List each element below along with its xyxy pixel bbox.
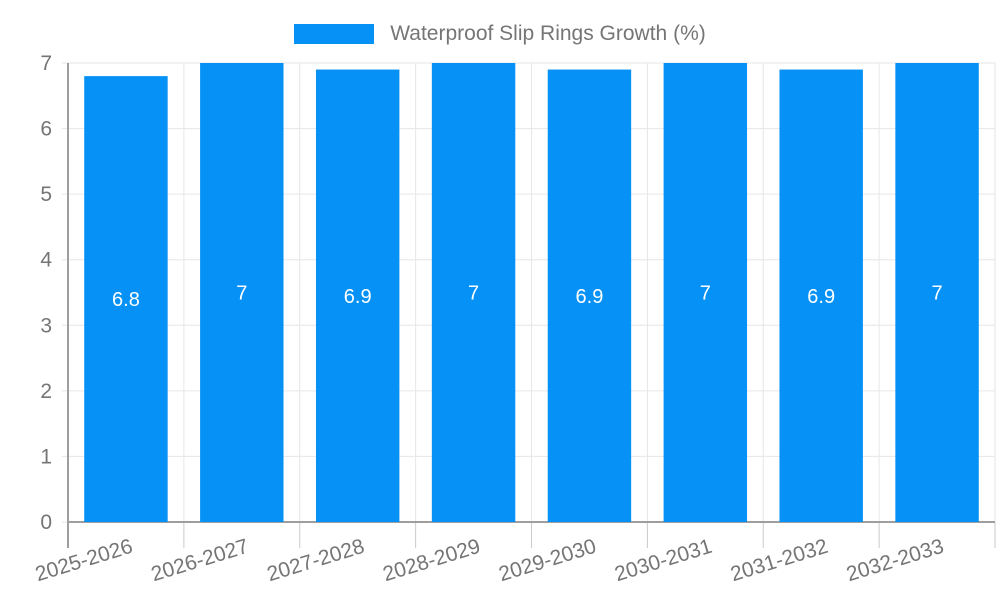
bar	[431, 63, 516, 522]
y-tick-label: 5	[40, 183, 52, 206]
bar-value-label: 7	[700, 283, 711, 305]
y-tick-label: 1	[40, 445, 52, 468]
bar-value-label: 6.8	[112, 289, 140, 311]
bar	[200, 63, 284, 522]
y-tick-label: 4	[40, 249, 52, 272]
bar-value-label: 7	[468, 283, 479, 305]
x-tick-label: 2028-2029	[380, 535, 483, 586]
bar	[779, 69, 863, 523]
x-tick-label: 2027-2028	[264, 535, 367, 586]
x-tick-label: 2026-2027	[149, 535, 252, 586]
x-tick-label: 2030-2031	[612, 535, 715, 586]
bar	[895, 63, 979, 522]
y-tick-label: 2	[40, 380, 52, 403]
bar-value-label: 6.9	[344, 286, 372, 308]
x-tick-label: 2029-2030	[496, 535, 599, 586]
bar	[315, 69, 400, 523]
y-tick-label: 6	[40, 118, 52, 141]
chart-legend: Waterproof Slip Rings Growth (%)	[0, 22, 1000, 46]
bar	[663, 63, 748, 522]
bar-value-label: 7	[236, 283, 247, 305]
x-tick-label: 2032-2033	[844, 535, 947, 586]
y-tick-label: 7	[40, 52, 52, 75]
bar-value-label: 7	[932, 283, 943, 305]
y-tick-label: 3	[40, 314, 52, 337]
bar-value-label: 6.9	[807, 286, 835, 308]
x-tick-label: 2025-2026	[33, 535, 136, 586]
legend-label: Waterproof Slip Rings Growth (%)	[390, 22, 706, 45]
bar-value-label: 6.9	[576, 286, 604, 308]
bar	[547, 69, 632, 523]
legend-swatch	[294, 24, 375, 44]
bar	[84, 76, 168, 522]
x-tick-label: 2031-2032	[728, 535, 831, 586]
y-tick-label: 0	[40, 511, 52, 534]
